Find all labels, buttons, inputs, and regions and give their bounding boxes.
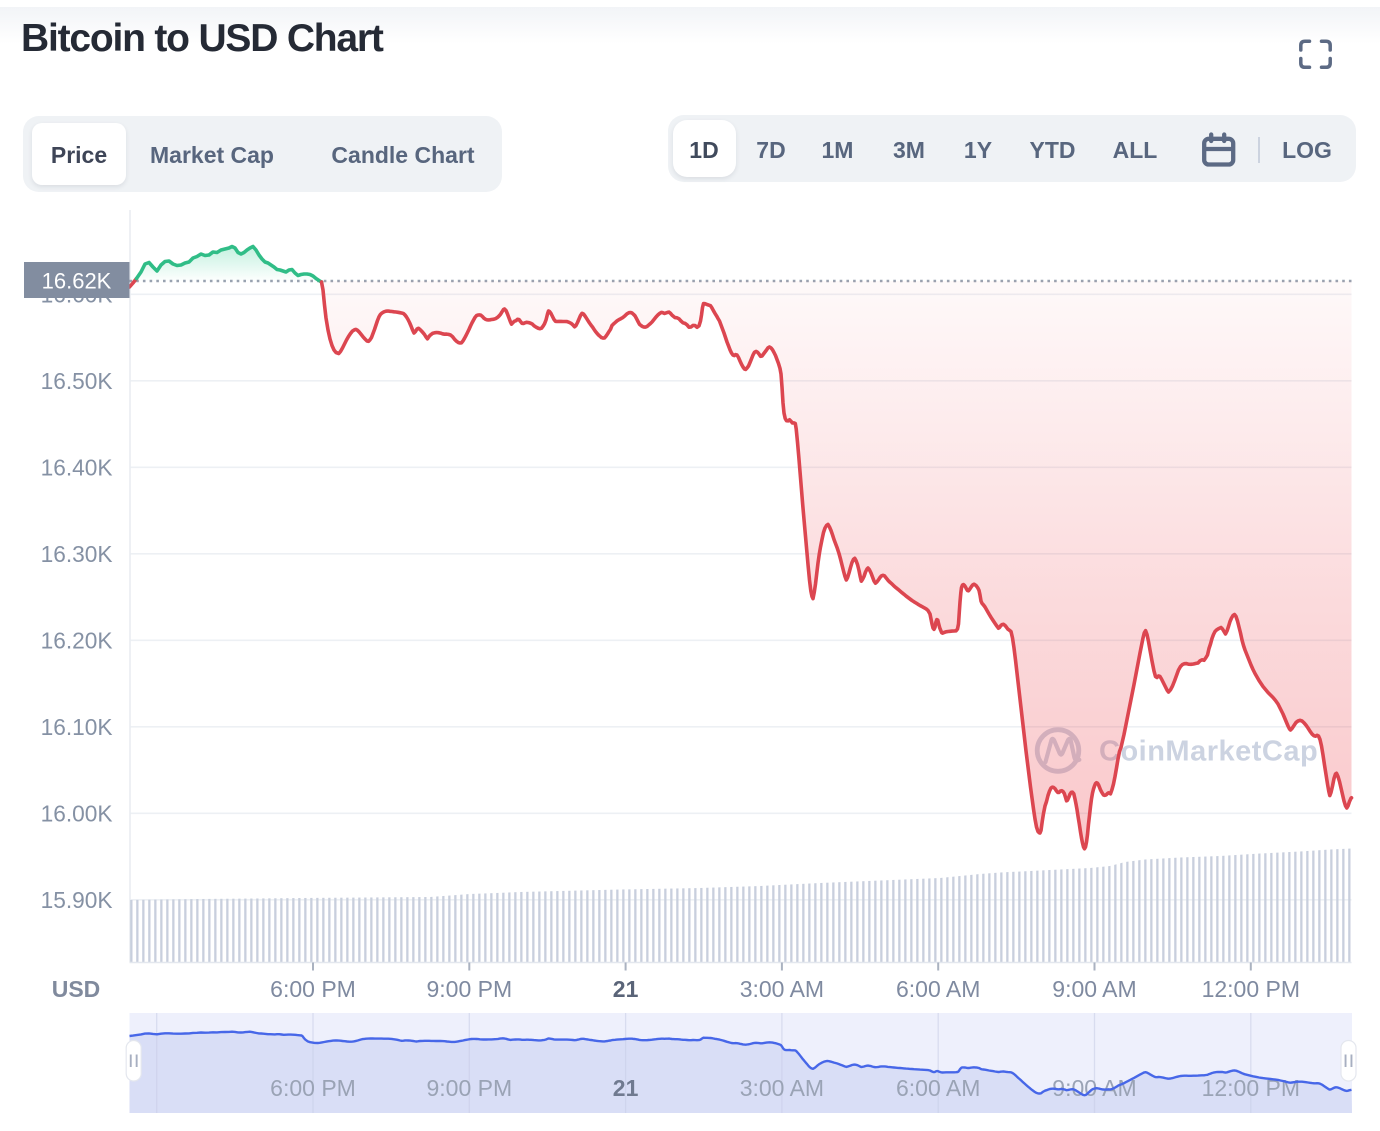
svg-text:9:00 PM: 9:00 PM bbox=[426, 976, 512, 1002]
svg-text:16.62K: 16.62K bbox=[42, 269, 112, 294]
svg-text:6:00 AM: 6:00 AM bbox=[896, 976, 980, 1002]
svg-text:15.90K: 15.90K bbox=[41, 887, 113, 913]
svg-text:21: 21 bbox=[613, 976, 639, 1002]
svg-text:USD: USD bbox=[52, 976, 101, 1002]
svg-text:16.30K: 16.30K bbox=[41, 541, 113, 567]
svg-text:6:00 AM: 6:00 AM bbox=[896, 1075, 980, 1101]
svg-text:CoinMarketCap: CoinMarketCap bbox=[1099, 736, 1318, 768]
svg-text:6:00 PM: 6:00 PM bbox=[270, 1075, 356, 1101]
svg-text:6:00 PM: 6:00 PM bbox=[270, 976, 356, 1002]
svg-text:16.00K: 16.00K bbox=[41, 800, 113, 826]
svg-text:12:00 PM: 12:00 PM bbox=[1202, 1075, 1300, 1101]
svg-text:12:00 PM: 12:00 PM bbox=[1202, 976, 1300, 1002]
svg-text:21: 21 bbox=[613, 1075, 639, 1101]
svg-text:9:00 AM: 9:00 AM bbox=[1052, 976, 1136, 1002]
svg-text:3:00 AM: 3:00 AM bbox=[740, 1075, 824, 1101]
svg-text:16.50K: 16.50K bbox=[41, 368, 113, 394]
svg-text:16.10K: 16.10K bbox=[41, 714, 113, 740]
svg-text:3:00 AM: 3:00 AM bbox=[740, 976, 824, 1002]
svg-text:16.40K: 16.40K bbox=[41, 454, 113, 480]
svg-text:9:00 PM: 9:00 PM bbox=[426, 1075, 512, 1101]
svg-text:16.20K: 16.20K bbox=[41, 627, 113, 653]
